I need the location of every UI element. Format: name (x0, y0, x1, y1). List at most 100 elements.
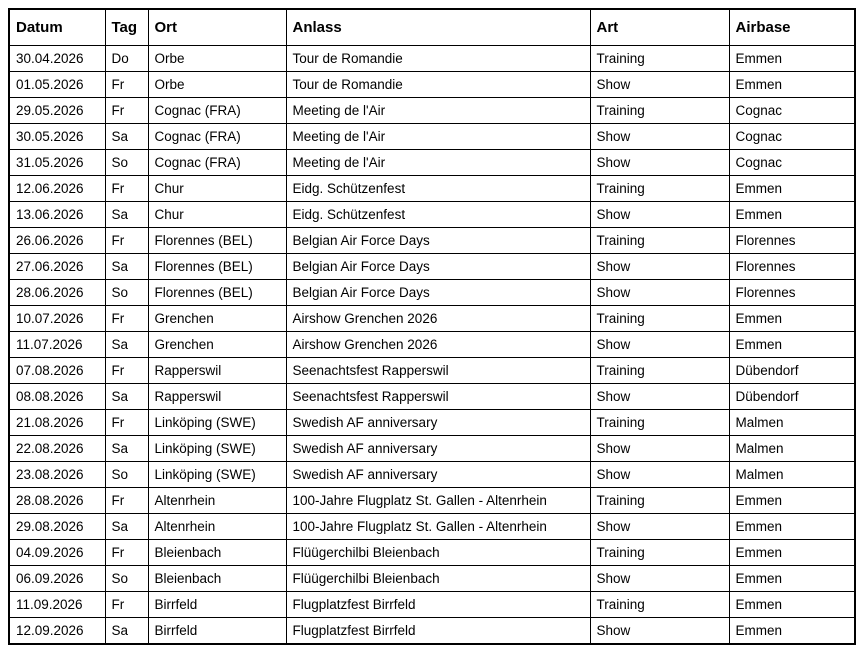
cell-airbase: Emmen (728, 305, 856, 332)
cell-anlass: Flüügerchilbi Bleienbach (285, 539, 591, 566)
cell-ort: Altenrhein (147, 487, 287, 514)
cell-ort: Cognac (FRA) (147, 97, 287, 124)
column-header-airbase: Airbase (728, 8, 856, 46)
cell-art: Show (589, 71, 730, 98)
cell-anlass: Seenachtsfest Rapperswil (285, 383, 591, 410)
cell-datum: 22.08.2026 (8, 435, 106, 462)
column-header-datum: Datum (8, 8, 106, 46)
cell-airbase: Malmen (728, 461, 856, 488)
cell-tag: Sa (104, 253, 149, 280)
cell-tag: Sa (104, 123, 149, 150)
cell-art: Training (589, 357, 730, 384)
cell-art: Training (589, 305, 730, 332)
cell-art: Training (589, 487, 730, 514)
cell-art: Show (589, 253, 730, 280)
cell-datum: 31.05.2026 (8, 149, 106, 176)
table-row: 08.08.2026 Sa Rapperswil Seenachtsfest Rapp… (8, 383, 856, 410)
table-row: 23.08.2026 So Linköping (SWE) Swedish AF an… (8, 461, 856, 488)
cell-airbase: Emmen (728, 565, 856, 592)
column-header-ort: Ort (147, 8, 287, 46)
cell-ort: Cognac (FRA) (147, 149, 287, 176)
cell-art: Show (589, 565, 730, 592)
cell-datum: 12.06.2026 (8, 175, 106, 202)
cell-anlass: Meeting de l'Air (285, 149, 591, 176)
cell-datum: 06.09.2026 (8, 565, 106, 592)
cell-datum: 21.08.2026 (8, 409, 106, 436)
table-row: 30.05.2026 Sa Cognac (FRA) Meeting de l'Air… (8, 123, 856, 150)
table-row: 27.06.2026 Sa Florennes (BEL) Belgian Air F… (8, 253, 856, 280)
cell-art: Show (589, 123, 730, 150)
cell-anlass: Belgian Air Force Days (285, 253, 591, 280)
cell-tag: Fr (104, 305, 149, 332)
cell-airbase: Cognac (728, 149, 856, 176)
cell-ort: Cognac (FRA) (147, 123, 287, 150)
column-header-anlass: Anlass (285, 8, 591, 46)
table-row: 22.08.2026 Sa Linköping (SWE) Swedish AF an… (8, 435, 856, 462)
cell-anlass: Eidg. Schützenfest (285, 175, 591, 202)
cell-datum: 11.07.2026 (8, 331, 106, 358)
cell-tag: Sa (104, 201, 149, 228)
cell-anlass: Flugplatzfest Birrfeld (285, 617, 591, 645)
cell-airbase: Florennes (728, 227, 856, 254)
cell-tag: Fr (104, 409, 149, 436)
cell-datum: 04.09.2026 (8, 539, 106, 566)
cell-art: Show (589, 435, 730, 462)
column-header-art: Art (589, 8, 730, 46)
cell-ort: Linköping (SWE) (147, 461, 287, 488)
cell-art: Training (589, 227, 730, 254)
cell-ort: Bleienbach (147, 539, 287, 566)
cell-anlass: Swedish AF anniversary (285, 409, 591, 436)
cell-art: Show (589, 201, 730, 228)
column-header-tag: Tag (104, 8, 149, 46)
cell-ort: Orbe (147, 45, 287, 72)
cell-airbase: Florennes (728, 279, 856, 306)
table-row: 06.09.2026 So Bleienbach Flüügerchilbi Blei… (8, 565, 856, 592)
cell-airbase: Emmen (728, 45, 856, 72)
cell-anlass: Flugplatzfest Birrfeld (285, 591, 591, 618)
cell-tag: Sa (104, 435, 149, 462)
cell-airbase: Emmen (728, 331, 856, 358)
cell-airbase: Cognac (728, 123, 856, 150)
cell-datum: 01.05.2026 (8, 71, 106, 98)
cell-anlass: Tour de Romandie (285, 45, 591, 72)
cell-ort: Grenchen (147, 331, 287, 358)
cell-ort: Florennes (BEL) (147, 227, 287, 254)
cell-ort: Florennes (BEL) (147, 279, 287, 306)
cell-datum: 12.09.2026 (8, 617, 106, 645)
cell-art: Training (589, 539, 730, 566)
events-table: Datum Tag Ort Anlass Art Airbase 30.04.2… (8, 8, 856, 645)
cell-airbase: Emmen (728, 175, 856, 202)
cell-datum: 08.08.2026 (8, 383, 106, 410)
cell-tag: Fr (104, 175, 149, 202)
cell-tag: Fr (104, 227, 149, 254)
cell-airbase: Emmen (728, 539, 856, 566)
table-row: 11.07.2026 Sa Grenchen Airshow Grenchen 202… (8, 331, 856, 358)
cell-tag: Fr (104, 71, 149, 98)
cell-tag: Fr (104, 97, 149, 124)
cell-anlass: Flüügerchilbi Bleienbach (285, 565, 591, 592)
cell-tag: Fr (104, 487, 149, 514)
cell-ort: Chur (147, 175, 287, 202)
cell-anlass: Belgian Air Force Days (285, 279, 591, 306)
cell-tag: So (104, 461, 149, 488)
cell-tag: So (104, 149, 149, 176)
table-row: 28.06.2026 So Florennes (BEL) Belgian Air F… (8, 279, 856, 306)
cell-art: Training (589, 45, 730, 72)
table-row: 26.06.2026 Fr Florennes (BEL) Belgian Air F… (8, 227, 856, 254)
cell-ort: Linköping (SWE) (147, 435, 287, 462)
cell-tag: Fr (104, 357, 149, 384)
cell-anlass: Airshow Grenchen 2026 (285, 305, 591, 332)
cell-datum: 30.05.2026 (8, 123, 106, 150)
cell-airbase: Dübendorf (728, 383, 856, 410)
cell-anlass: Airshow Grenchen 2026 (285, 331, 591, 358)
cell-datum: 30.04.2026 (8, 45, 106, 72)
cell-anlass: Swedish AF anniversary (285, 435, 591, 462)
table-row: 10.07.2026 Fr Grenchen Airshow Grenchen 202… (8, 305, 856, 332)
cell-airbase: Malmen (728, 435, 856, 462)
cell-datum: 28.06.2026 (8, 279, 106, 306)
cell-tag: So (104, 279, 149, 306)
cell-ort: Linköping (SWE) (147, 409, 287, 436)
table-row: 04.09.2026 Fr Bleienbach Flüügerchilbi Blei… (8, 539, 856, 566)
cell-tag: Fr (104, 591, 149, 618)
